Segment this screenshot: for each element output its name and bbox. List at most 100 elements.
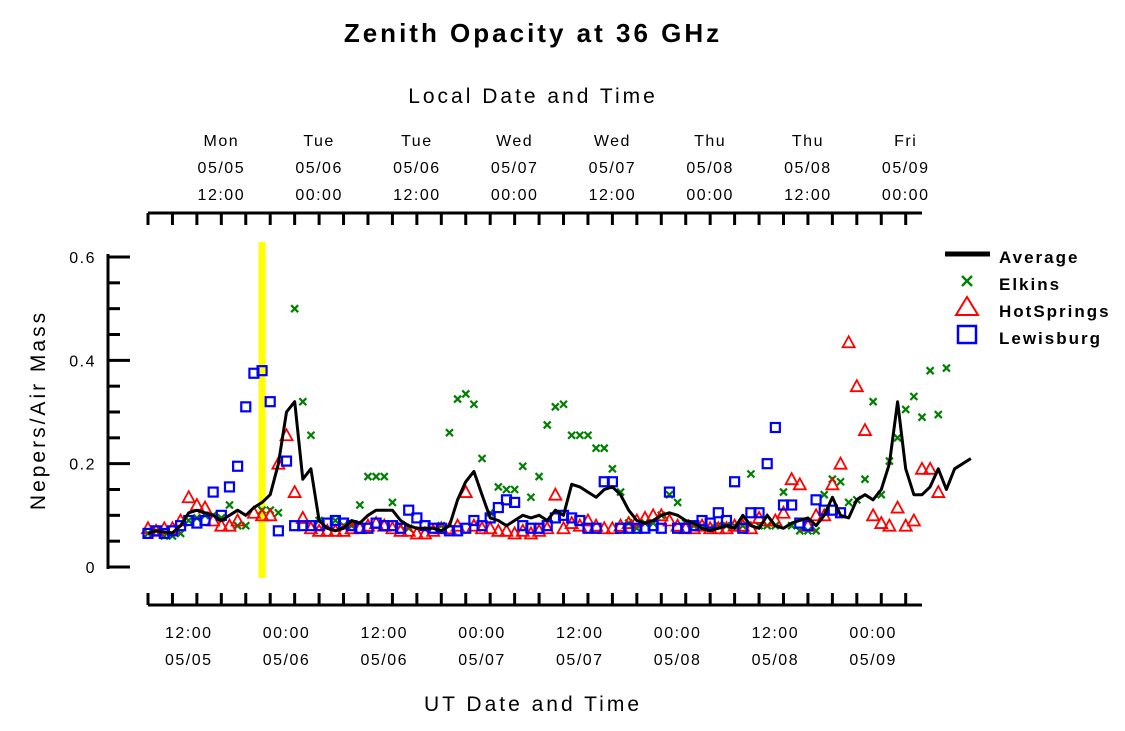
elkins-point <box>445 428 454 437</box>
hotsprings-point <box>922 460 938 475</box>
elkins-point <box>551 402 560 412</box>
lewisburg-point <box>663 486 676 498</box>
series-average <box>147 400 972 535</box>
bottom-tick-date: 05/08 <box>654 652 702 669</box>
hotsprings-point <box>849 378 865 393</box>
hotsprings-point <box>230 512 246 527</box>
lewisburg-point <box>753 507 765 519</box>
lewisburg-point <box>737 522 749 534</box>
top-axis: Mon 05/05 12:00 Tue 05/06 00:00 Tue 05/06 12:00 W… <box>146 133 930 225</box>
lewisburg-point <box>492 501 504 514</box>
elkins-point <box>860 474 870 484</box>
top-tick-date: 05/09 <box>882 160 930 177</box>
elkins-point <box>909 392 919 401</box>
top-tick-date: 05/06 <box>393 160 441 177</box>
top-tick-date: 05/07 <box>491 160 539 177</box>
elkins-point <box>469 399 479 409</box>
elkins-point <box>306 430 316 440</box>
elkins-point <box>502 485 511 494</box>
elkins-point <box>363 472 373 481</box>
lewisburg-point <box>199 514 211 527</box>
elkins-point <box>836 477 845 487</box>
y-tick-label: 0 <box>86 560 96 577</box>
lewisburg-point <box>834 507 847 519</box>
hotsprings-point <box>735 517 751 532</box>
top-tick-day: Thu <box>792 133 824 150</box>
lewisburg-point <box>729 476 741 488</box>
bottom-tick-time: 12:00 <box>361 625 409 642</box>
lewisburg-point <box>223 481 236 493</box>
y-axis: 0 0.2 0.4 0.6 <box>69 250 130 577</box>
elkins-point <box>225 500 234 510</box>
elkins-point <box>526 492 536 502</box>
elkins-point <box>371 472 381 481</box>
highlight-layer <box>258 242 266 578</box>
hotsprings-point <box>930 484 946 498</box>
bottom-tick-time: 00:00 <box>458 625 506 642</box>
lewisburg-point <box>240 401 252 413</box>
hotsprings-point <box>262 507 278 522</box>
elkins-point <box>518 461 528 471</box>
elkins-point <box>379 472 389 481</box>
bottom-tick-date: 05/05 <box>165 652 213 669</box>
elkins-point <box>290 304 299 313</box>
lewisburg-point <box>232 460 244 472</box>
lewisburg-point <box>509 496 521 509</box>
lewisburg-point <box>256 365 268 377</box>
elkins-point <box>591 443 601 453</box>
elkins-point <box>599 443 609 453</box>
top-tick-day: Tue <box>303 133 334 150</box>
top-tick-time: 12:00 <box>198 187 246 204</box>
hotsprings-point <box>213 517 229 532</box>
elkins-point <box>298 397 308 406</box>
elkins-point <box>917 412 927 422</box>
legend-swatch-lewisburg <box>956 324 978 345</box>
elkins-point <box>844 498 853 507</box>
y-tick-label: 0.2 <box>69 457 96 474</box>
elkins-point <box>746 469 756 479</box>
legend-label-elkins: Elkins <box>999 275 1061 294</box>
lewisburg-point <box>411 512 423 524</box>
elkins-point <box>925 366 935 375</box>
elkins-point <box>608 464 617 474</box>
hotsprings-point <box>833 455 849 470</box>
elkins-point <box>274 508 283 518</box>
bottom-tick-time: 00:00 <box>654 625 702 642</box>
hotsprings-point <box>792 476 808 491</box>
top-tick-time: 12:00 <box>589 187 637 204</box>
legend-label-lewisburg: Lewisburg <box>999 329 1102 348</box>
hotsprings-point <box>865 507 881 522</box>
elkins-point <box>893 433 902 443</box>
top-tick-time: 00:00 <box>882 187 930 204</box>
top-tick-time: 12:00 <box>393 187 441 204</box>
bottom-tick-time: 12:00 <box>556 625 604 642</box>
lewisburg-point <box>264 396 276 408</box>
lewisburg-point <box>272 525 284 537</box>
elkins-point <box>942 363 951 373</box>
lewisburg-point <box>403 504 415 516</box>
bottom-tick-time: 12:00 <box>165 625 213 642</box>
elkins-point <box>901 405 910 414</box>
top-tick-date: 05/08 <box>784 160 832 177</box>
lewisburg-point <box>810 494 822 506</box>
bottom-tick-date: 05/09 <box>849 652 897 669</box>
lewisburg-point <box>712 507 724 519</box>
hotsprings-point <box>906 512 922 527</box>
hotsprings-point <box>287 484 303 498</box>
elkins-point <box>388 498 397 507</box>
top-axis-title: Local Date and Time <box>408 85 658 108</box>
data-marks <box>140 304 972 541</box>
lewisburg-point <box>802 520 814 532</box>
top-tick-date: 05/05 <box>198 160 246 177</box>
elkins-point <box>559 399 568 409</box>
lewisburg-point <box>574 514 586 527</box>
hotsprings-point <box>295 510 311 524</box>
y-tick-label: 0.6 <box>69 250 96 267</box>
elkins-point <box>934 410 943 419</box>
hotsprings-point <box>890 499 906 514</box>
hotsprings-point <box>490 522 506 537</box>
hotsprings-point <box>841 334 857 349</box>
elkins-point <box>542 420 552 430</box>
elkins-point <box>477 454 487 463</box>
elkins-point <box>868 397 878 406</box>
